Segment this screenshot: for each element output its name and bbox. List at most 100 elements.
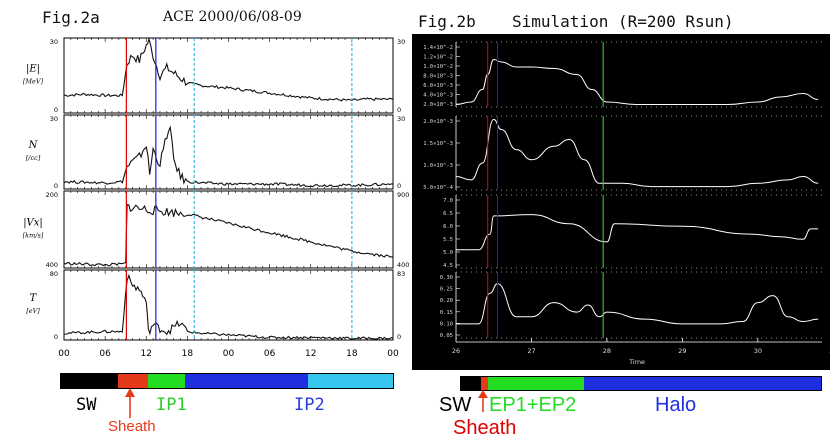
fig-2b-label: Fig.2b [418,12,476,31]
y-tick-label: 0.30 [440,275,453,281]
y-axis-unit: [km/s] [23,232,44,240]
fig-2b-background [412,34,830,370]
y-tick-label-left: 200 [46,191,58,199]
y-axis-unit: [MeV] [23,78,44,86]
fig-2b-panel-1: 1.4×10^-2 1.2×10^-2 1.0×10^-2 8.0×10^-3 6.0×… [423,41,822,108]
y-tick-label: 0.05 [440,333,453,339]
y-tick-label-right: 0 [397,333,401,341]
fig-2a-panel-2: N [/cc] 30 0 30 0 [26,114,405,190]
region-ip1-segment [148,374,185,388]
y-tick-label-left: 30 [50,115,58,123]
region-bar-a [60,373,394,389]
fig-2b-panel-3: 7.0 6.5 6.0 5.5 5.0 4.5 [443,194,822,269]
region-sw-segment-b [461,377,481,390]
y-tick-label: 7.0 [443,198,453,204]
y-axis-unit: [/cc] [26,154,41,162]
x-tick-label: 27 [527,347,535,355]
bar-a-ip1-label: IP1 [156,395,187,415]
y-axis-label: T [30,293,38,304]
fig-2b-title: Simulation (R=200 Rsun) [512,12,734,31]
y-tick-label: 4.5 [443,263,453,269]
fig-2a-title: ACE 2000/06/08-09 [163,9,302,25]
x-tick-label: 06 [99,349,111,359]
y-tick-label: 6.0 [443,224,453,230]
fig-2a-label: Fig.2a [42,8,100,27]
y-tick-label: 4.0×10^-3 [423,93,453,99]
y-tick-label: 0.10 [440,321,453,327]
x-tick-label: 00 [58,349,70,359]
region-ep-segment [488,377,584,390]
y-tick-label: 1.2×10^-2 [423,55,453,61]
y-tick-label: 8.0×10^-3 [423,74,453,80]
x-tick-label: 12 [141,349,152,359]
x-axis-label: Time [628,358,645,366]
bar-b-sheath-label: Sheath [453,417,517,439]
fig-2a-panel-4: T [eV] 80 0 83 0 [26,269,405,341]
sheath-arrow-b-icon [478,390,488,412]
sheath-arrow-a-icon [125,388,135,418]
panel-frame [63,37,394,114]
y-tick-label-right: 400 [397,261,409,269]
bar-b-ep-label: EP1+EP2 [489,394,577,416]
y-tick-label-left: 80 [50,270,58,278]
y-tick-label-left: 0 [54,106,58,114]
fig-2a-panel-1: |E| [MeV] 30 0 30 0 [23,36,405,114]
x-tick-label: 30 [754,347,762,355]
data-series-line [456,214,819,251]
y-tick-label-right: 900 [397,191,409,199]
y-tick-label: 2.0×10^-3 [423,102,453,108]
bar-a-sw-label: SW [76,395,97,415]
y-tick-label: 6.0×10^-3 [423,83,453,89]
y-tick-label-left: 400 [46,261,58,269]
y-tick-label: 1.5×10^-3 [423,141,453,147]
panel-frame [63,269,394,341]
y-axis-label: N [28,140,39,151]
x-tick-label: 26 [452,347,460,355]
y-tick-label: 5.0 [443,250,453,256]
y-tick-label-right: 0 [397,182,401,190]
region-halo-segment [584,377,821,390]
region-ip2-segment [185,374,308,388]
bar-b-halo-label: Halo [655,394,697,416]
x-tick-label: 29 [678,347,686,355]
region-sheath-segment [118,374,148,388]
data-series-line [63,125,394,188]
bar-a-ip2-label: IP2 [294,395,325,415]
y-tick-label: 1.4×10^-2 [423,45,453,51]
fig-2b-panel-4: 0.30 0.25 0.20 0.15 0.10 0.05 [440,271,822,339]
y-tick-label: 1.0×10^-2 [423,64,453,70]
bar-b-sw-label: SW [439,394,472,416]
y-tick-label: 5.5 [443,237,453,243]
y-tick-label-right: 83 [397,270,405,278]
y-tick-label-right: 30 [397,115,405,123]
fig-2a-panel-3: |Vx| [km/s] 200 400 900 400 [23,190,409,269]
y-tick-label: 6.5 [443,211,453,217]
y-tick-label: 2.0×10^-3 [423,119,453,125]
y-tick-label-left: 30 [50,38,58,46]
y-tick-label-right: 30 [397,38,405,46]
data-series-line [63,203,394,267]
data-series-line [63,36,394,102]
y-tick-label-right: 0 [397,106,401,114]
x-tick-label: 18 [346,349,358,359]
x-tick-label: 00 [223,349,235,359]
x-tick-label: 00 [387,349,399,359]
y-axis-unit: [eV] [26,307,40,315]
panel-frame [63,114,394,190]
y-tick-label: 1.0×10^-3 [423,163,453,169]
y-tick-label: 5.0×10^-4 [423,185,453,191]
x-tick-label: 06 [264,349,276,359]
bar-a-sheath-label: Sheath [108,418,156,435]
fig-2a-chart: |E|[MeV]300300N[/cc]300300|Vx|[km/s]2004… [23,36,409,359]
data-series-line [455,118,819,188]
y-tick-label-left: 0 [54,333,58,341]
fig-2b-panel-2: 2.0×10^-3 1.5×10^-3 1.0×10^-3 5.0×10^-4 [423,115,822,191]
y-axis-label: |E| [26,64,40,75]
region-sheath-segment-b [481,377,488,390]
x-tick-label: 18 [182,349,194,359]
y-tick-label-left: 0 [54,182,58,190]
fig-2b-chart: 1.4×10^-2 1.2×10^-2 1.0×10^-2 8.0×10^-3 6.0×… [412,34,830,370]
region-sw-segment [61,374,118,388]
panel-frame [63,190,394,269]
